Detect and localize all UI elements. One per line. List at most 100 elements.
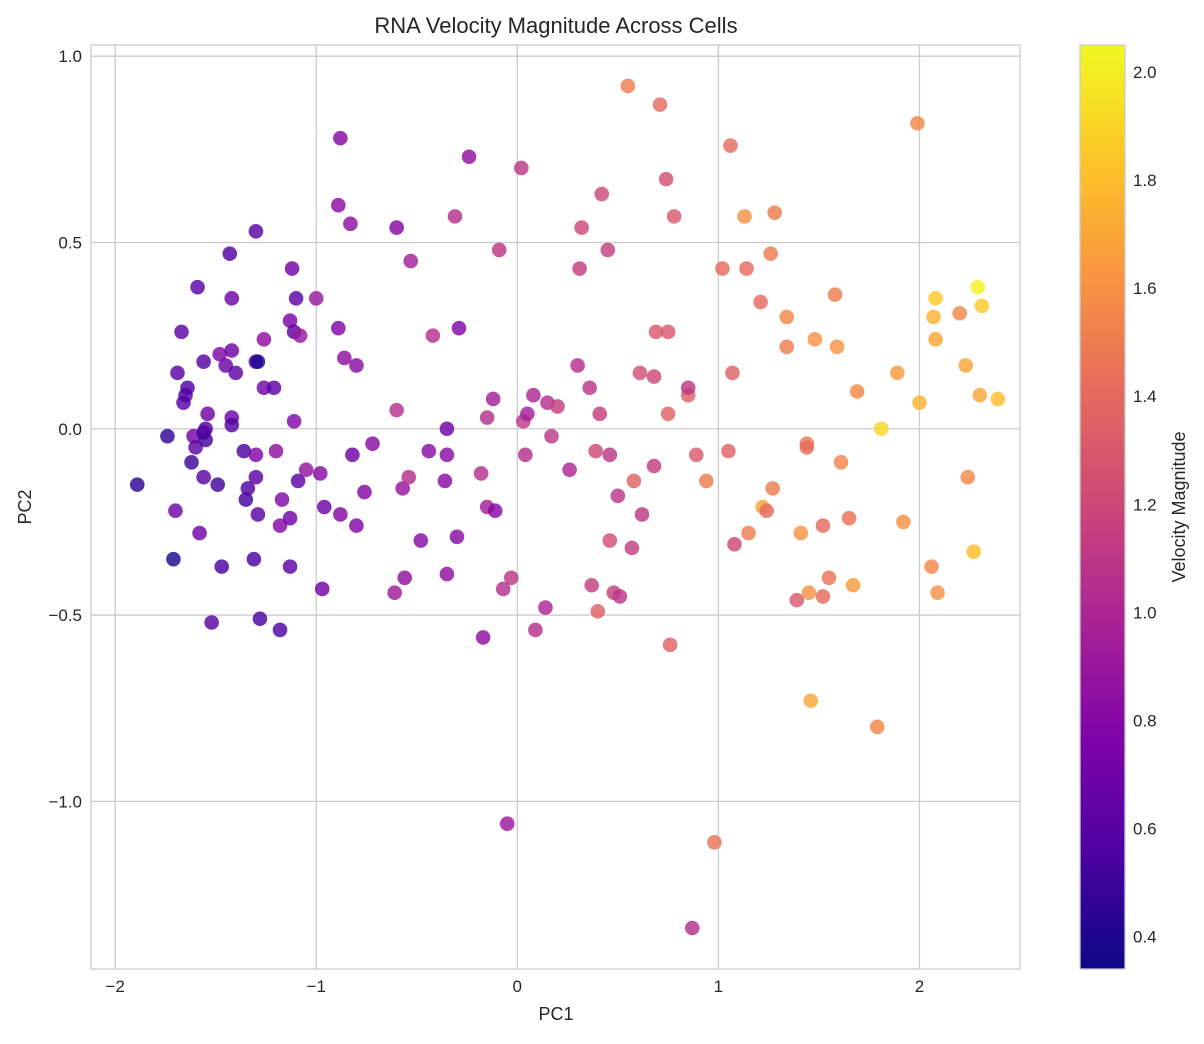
data-point xyxy=(544,428,559,444)
data-point xyxy=(801,585,817,600)
data-point xyxy=(292,328,308,343)
chart-title: RNA Velocity Magnitude Across Cells xyxy=(374,13,737,38)
data-point xyxy=(421,443,437,459)
data-point xyxy=(256,380,272,396)
data-point xyxy=(214,559,230,574)
data-point xyxy=(218,358,234,373)
data-point xyxy=(495,581,511,597)
colorbar-tick-label: 2.0 xyxy=(1133,63,1157,82)
data-point xyxy=(779,309,795,325)
data-point xyxy=(349,518,364,533)
data-point xyxy=(357,484,372,500)
data-point xyxy=(268,443,284,459)
data-point xyxy=(514,160,529,176)
data-point xyxy=(160,428,175,444)
data-point xyxy=(284,261,300,276)
data-point xyxy=(308,291,324,306)
data-point xyxy=(807,332,823,347)
data-point xyxy=(222,246,238,261)
scatter-points xyxy=(129,78,1006,936)
data-point xyxy=(592,406,608,422)
data-point xyxy=(688,447,704,463)
data-point xyxy=(192,525,207,541)
data-point xyxy=(789,592,805,608)
data-point xyxy=(765,481,780,496)
data-point xyxy=(188,440,203,455)
plot-area-frame xyxy=(90,44,1021,970)
data-point xyxy=(815,589,831,604)
data-point xyxy=(365,436,380,451)
data-point xyxy=(170,365,185,381)
data-point xyxy=(248,447,264,463)
data-point xyxy=(666,209,682,224)
data-point xyxy=(574,220,589,235)
colorbar-tick-label: 1.8 xyxy=(1133,171,1157,190)
data-point xyxy=(727,536,742,552)
data-point xyxy=(389,220,404,235)
data-point xyxy=(403,253,419,269)
colorbar-gradient xyxy=(1079,44,1126,970)
data-point xyxy=(582,380,597,396)
data-point xyxy=(928,332,943,347)
data-point xyxy=(224,343,240,358)
data-point xyxy=(248,223,264,239)
data-point xyxy=(588,443,604,459)
colorbar-ticks: 0.4 0.6 0.8 1.0 1.2 1.4 1.6 1.8 2.0 xyxy=(1133,63,1157,947)
data-point xyxy=(333,507,348,522)
data-point xyxy=(224,291,240,306)
data-point xyxy=(779,339,795,355)
colorbar-tick-label: 1.6 xyxy=(1133,279,1157,298)
data-point xyxy=(972,387,988,403)
data-point xyxy=(970,279,986,295)
data-point xyxy=(451,320,467,336)
data-point xyxy=(290,473,306,489)
data-point xyxy=(632,365,648,381)
data-point xyxy=(660,324,676,340)
data-point xyxy=(662,637,678,653)
data-point xyxy=(648,324,664,340)
data-point xyxy=(528,622,543,638)
data-point xyxy=(180,380,195,396)
data-point xyxy=(538,600,553,615)
data-point xyxy=(288,291,304,306)
data-point xyxy=(499,816,515,831)
data-point xyxy=(166,551,181,567)
x-tick-label: −2 xyxy=(105,977,124,996)
data-point xyxy=(680,380,696,396)
data-point xyxy=(926,309,941,325)
data-point xyxy=(248,469,264,485)
data-point xyxy=(803,693,819,709)
data-point xyxy=(845,577,861,593)
data-point xyxy=(236,443,252,459)
data-point xyxy=(684,920,700,936)
data-point xyxy=(397,570,412,586)
colorbar-tick-label: 1.2 xyxy=(1133,495,1157,514)
data-point xyxy=(799,440,815,455)
data-point xyxy=(725,365,740,381)
data-point xyxy=(475,630,491,645)
data-point xyxy=(272,622,288,638)
data-point xyxy=(626,473,642,489)
data-point xyxy=(238,492,254,507)
data-point xyxy=(190,279,205,295)
data-point xyxy=(715,261,730,276)
data-point xyxy=(282,510,298,526)
data-point xyxy=(829,339,845,355)
data-point xyxy=(274,492,290,507)
y-tick-label: 0.0 xyxy=(58,420,82,439)
data-point xyxy=(250,507,266,522)
data-point xyxy=(833,454,849,470)
data-point xyxy=(333,130,348,146)
x-tick-label: −1 xyxy=(307,977,326,996)
y-axis-label: PC2 xyxy=(15,489,35,524)
data-point xyxy=(910,115,925,131)
data-point xyxy=(204,615,219,630)
data-point xyxy=(491,242,507,258)
data-point xyxy=(912,395,927,410)
data-point xyxy=(252,611,268,627)
data-point xyxy=(821,570,837,586)
data-point xyxy=(550,399,565,414)
data-point xyxy=(343,216,358,232)
data-point xyxy=(767,205,782,220)
